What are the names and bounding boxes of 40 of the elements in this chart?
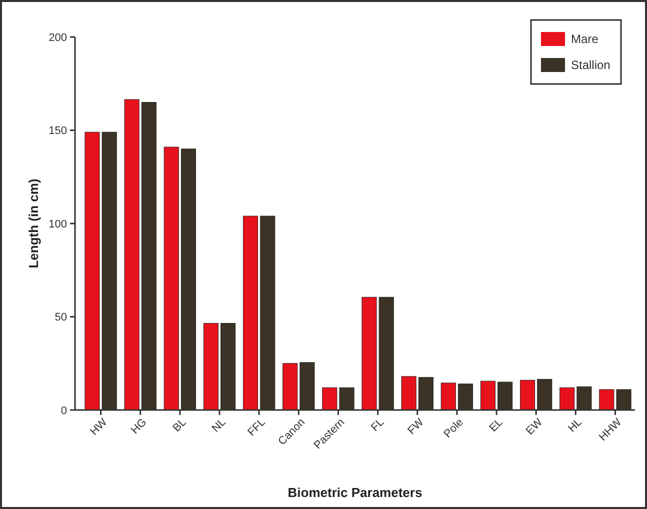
x-tick-label: HG	[129, 416, 150, 437]
bar	[220, 323, 236, 410]
bar	[180, 148, 196, 410]
bar	[560, 387, 575, 410]
bar	[440, 382, 456, 410]
bar	[124, 99, 140, 410]
legend-label: Stallion	[571, 58, 610, 72]
bar	[458, 384, 474, 410]
x-tick-label: Pole	[442, 416, 466, 440]
y-tick-label: 50	[54, 312, 67, 324]
y-axis-title: Length (in cm)	[26, 178, 41, 268]
y-tick-label: 100	[48, 218, 67, 230]
x-tick-label: FW	[406, 416, 427, 437]
bar	[537, 378, 552, 410]
x-axis-title: Biometric Parameters	[288, 485, 422, 500]
bar	[260, 216, 276, 410]
x-tick-label: BL	[170, 416, 189, 434]
bar	[203, 323, 218, 410]
y-tick-label: 150	[48, 125, 67, 138]
bar	[576, 386, 592, 410]
bar	[242, 216, 258, 410]
bar	[480, 380, 496, 410]
bar	[498, 382, 513, 410]
x-tick-label: FL	[369, 416, 387, 434]
bar	[401, 376, 416, 410]
x-tick-label: NL	[210, 416, 228, 435]
bar	[418, 377, 434, 410]
bar	[141, 102, 156, 410]
bar	[282, 363, 298, 410]
x-tick-label: HW	[88, 416, 110, 438]
x-tick-label: EL	[487, 416, 506, 434]
bar	[300, 362, 315, 410]
bar	[164, 146, 179, 410]
bar	[520, 380, 536, 410]
y-tick-label: 200	[48, 32, 67, 44]
legend-label: Mare	[571, 32, 599, 46]
y-tick-label: 0	[60, 404, 67, 417]
x-tick-label: HL	[566, 416, 584, 435]
x-tick-label: EW	[524, 416, 546, 438]
x-tick-label: FFL	[246, 416, 268, 439]
